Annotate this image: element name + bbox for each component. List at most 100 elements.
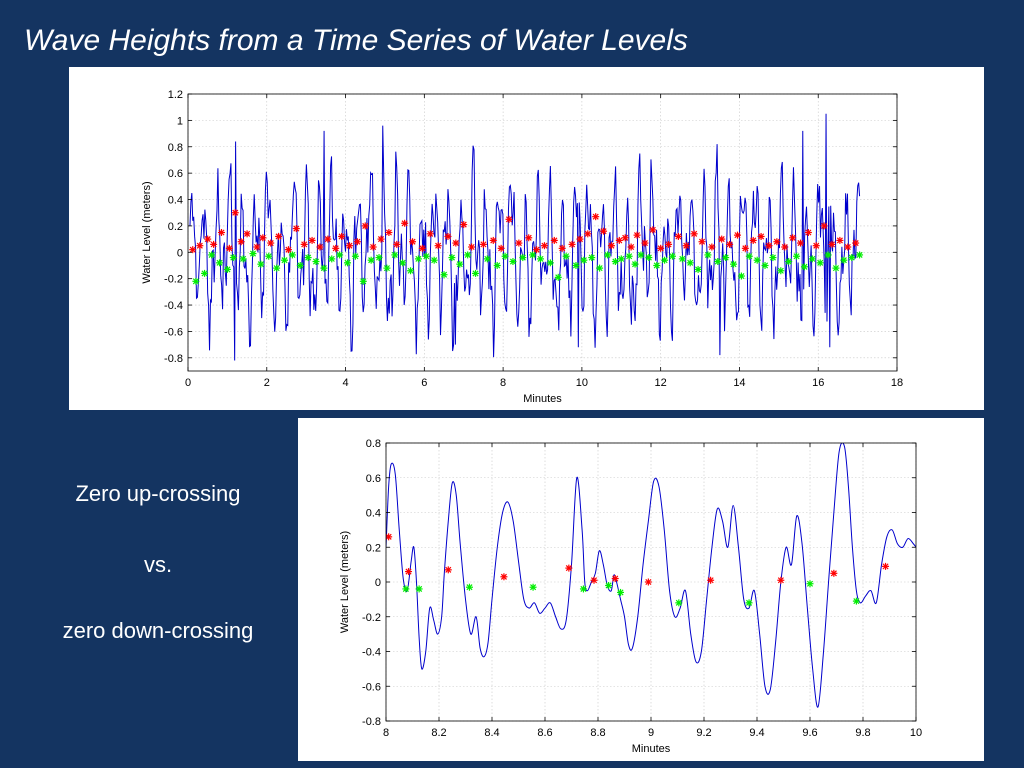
overview-down-crossing-marker (816, 259, 824, 267)
overview-up-crossing-marker (633, 231, 641, 239)
zoom-plot-area (386, 443, 916, 708)
overview-down-crossing-marker (653, 261, 661, 269)
overview-up-crossing-marker (353, 238, 361, 246)
overview-down-crossing-marker (603, 251, 611, 259)
overview-up-crossing-marker (259, 234, 267, 242)
overview-down-crossing-marker (737, 272, 745, 280)
zoom-up-crossing-marker (590, 576, 598, 584)
overview-down-crossing-marker (562, 252, 570, 260)
overview-up-crossing-marker (828, 240, 836, 248)
overview-down-crossing-marker (320, 264, 328, 272)
overview-up-crossing-marker (243, 230, 251, 238)
overview-xtick-label: 12 (655, 377, 667, 389)
overview-down-crossing-marker (440, 271, 448, 279)
overview-up-crossing-marker (781, 243, 789, 251)
overview-up-crossing-marker (308, 236, 316, 244)
overview-ytick-label: -0.4 (164, 300, 183, 312)
overview-ytick-label: -0.6 (164, 326, 183, 338)
zoom-xtick-label: 9.6 (802, 727, 817, 739)
zoom-ytick-label: -0.4 (362, 647, 381, 659)
overview-down-crossing-marker (216, 259, 224, 267)
overview-down-crossing-marker (661, 256, 669, 264)
overview-down-crossing-marker (344, 259, 352, 267)
overview-up-crossing-marker (452, 239, 460, 247)
overview-down-crossing-marker (430, 256, 438, 264)
overview-up-crossing-marker (338, 232, 346, 240)
overview-down-crossing-marker (509, 258, 517, 266)
overview-down-crossing-marker (448, 254, 456, 262)
overview-down-crossing-marker (537, 255, 545, 263)
overview-down-crossing-marker (257, 260, 265, 268)
overview-up-crossing-marker (515, 239, 523, 247)
overview-up-crossing-marker (649, 226, 657, 234)
overview-up-crossing-marker (275, 232, 283, 240)
overview-ytick-label: 0.4 (168, 195, 183, 207)
overview-up-crossing-marker (726, 240, 734, 248)
overview-up-crossing-marker (267, 239, 275, 247)
overview-up-crossing-marker (584, 230, 592, 238)
overview-down-crossing-marker (296, 261, 304, 269)
overview-series-line (189, 113, 861, 361)
overview-down-crossing-marker (686, 259, 694, 267)
overview-up-crossing-marker (292, 225, 300, 233)
zoom-down-crossing-marker (465, 583, 473, 591)
overview-up-crossing-marker (674, 232, 682, 240)
overview-down-crossing-marker (367, 256, 375, 264)
overview-ytick-label: 0.8 (168, 142, 183, 154)
zoom-xtick-label: 8.4 (484, 727, 499, 739)
overview-up-crossing-marker (525, 234, 533, 242)
overview-xtick-label: 2 (264, 377, 270, 389)
zoom-chart: 8 8.2 8.4 8.6 8.8 9 9.2 9.4 9.6 9.8 10 -0.8 -0.6 -0.4… (339, 438, 922, 755)
zoom-ytick-label: 0.4 (366, 508, 381, 520)
zoom-down-crossing-marker (579, 585, 587, 593)
overview-up-crossing-marker (804, 229, 812, 236)
overview-down-crossing-marker (625, 252, 633, 260)
zoom-xtick-label: 8 (383, 727, 389, 739)
overview-down-crossing-marker (572, 261, 580, 269)
zoom-up-crossing-marker (707, 576, 715, 584)
overview-down-crossing-marker (668, 252, 676, 260)
overview-up-crossing-marker (789, 234, 797, 242)
overview-up-crossing-marker (757, 232, 765, 240)
overview-down-crossing-marker (704, 251, 712, 259)
overview-down-crossing-marker (239, 255, 247, 263)
overview-plot-area (189, 113, 864, 361)
overview-down-crossing-marker (800, 263, 808, 271)
overview-up-crossing-marker (698, 238, 706, 246)
overview-down-crossing-marker (840, 256, 848, 264)
zoom-xtick-label: 9.2 (696, 727, 711, 739)
zoom-xtick-label: 8.6 (537, 727, 552, 739)
zoom-ytick-label: 0.8 (366, 438, 381, 450)
overview-up-crossing-marker (741, 244, 749, 252)
slide-title: Wave Heights from a Time Series of Water… (24, 24, 688, 57)
overview-down-crossing-marker (249, 250, 257, 258)
overview-ytick-label: 0.6 (168, 168, 183, 180)
overview-down-crossing-marker (288, 251, 296, 259)
overview-up-crossing-marker (409, 238, 417, 246)
overview-up-crossing-marker (237, 238, 245, 246)
overview-up-crossing-marker (765, 242, 773, 250)
overview-up-crossing-marker (332, 244, 340, 252)
overview-down-crossing-marker (312, 258, 320, 266)
overview-down-crossing-marker (472, 269, 480, 277)
overview-ytick-label: 1 (177, 115, 183, 127)
overview-up-crossing-marker (615, 236, 623, 244)
overview-ylabel: Water Level (meters) (141, 181, 153, 283)
overview-down-crossing-marker (722, 254, 730, 262)
overview-up-crossing-marker (468, 243, 476, 251)
overview-down-crossing-marker (229, 254, 237, 262)
overview-down-crossing-marker (793, 252, 801, 260)
overview-down-crossing-marker (824, 251, 832, 259)
zoom-up-crossing-marker (611, 575, 619, 583)
side-text-down-crossing: zero down-crossing (62, 618, 254, 643)
zoom-ytick-label: 0 (375, 577, 381, 589)
overview-up-crossing-marker (718, 235, 726, 243)
overview-down-crossing-marker (336, 251, 344, 259)
overview-up-crossing-marker (210, 240, 218, 248)
zoom-down-crossing-marker (402, 585, 410, 593)
overview-down-crossing-marker (832, 264, 840, 272)
zoom-up-crossing-marker (644, 578, 652, 586)
zoom-down-crossing-marker (617, 588, 625, 596)
zoom-down-crossing-marker (415, 585, 423, 593)
zoom-down-crossing-marker (605, 581, 613, 589)
